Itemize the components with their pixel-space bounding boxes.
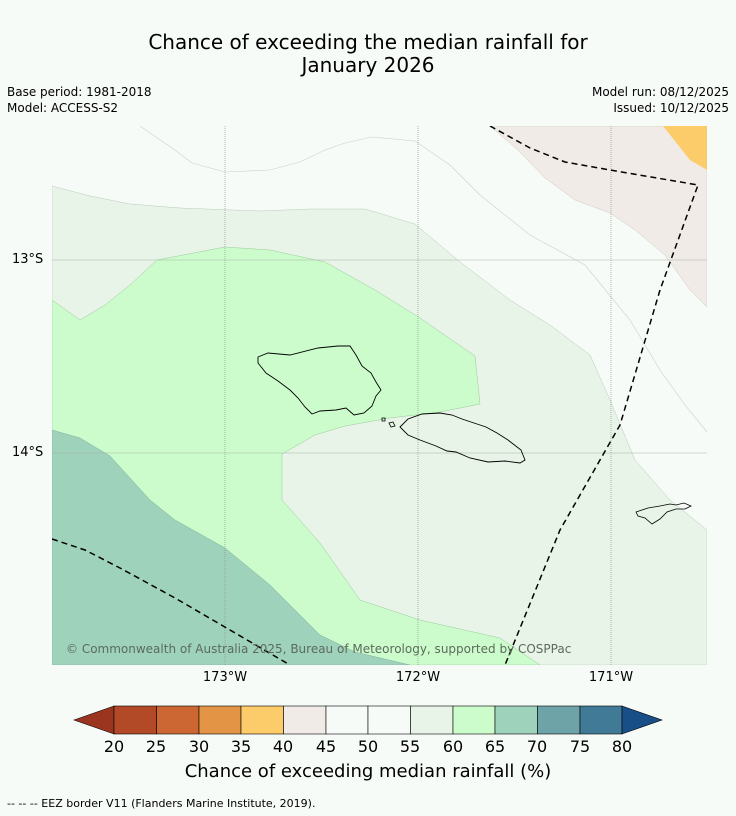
swatch-70-75	[537, 705, 581, 735]
copyright-note: © Commonwealth of Australia 2025, Bureau…	[66, 642, 571, 656]
colorbar-tick: 65	[484, 737, 506, 756]
swatch-55-60	[410, 705, 454, 735]
colorbar-tick: 40	[272, 737, 294, 756]
colorbar-tick: 70	[526, 737, 548, 756]
colorbar-tick: 80	[611, 737, 633, 756]
colorbar-tick: 25	[145, 737, 167, 756]
lat-label-13s: 13°S	[12, 252, 44, 267]
model-name: Model: ACCESS-S2	[7, 101, 119, 115]
eez-borders	[52, 126, 700, 665]
model-run: Model run: 08/12/2025	[591, 85, 729, 99]
zone-35-40	[663, 126, 707, 170]
island-upolu	[399, 412, 526, 464]
island-apolima	[381, 417, 386, 422]
colorbar-under-arrow	[73, 705, 115, 735]
colorbar-tick: 60	[442, 737, 464, 756]
contour-line	[139, 126, 707, 433]
lon-label-171w: 171°W	[588, 670, 634, 685]
swatch-65-70	[494, 705, 538, 735]
base-period: Base period: 1981-2018	[7, 85, 152, 99]
colorbar-tick: 75	[569, 737, 591, 756]
colorbar-tick: 55	[399, 737, 421, 756]
swatch-75-80	[579, 705, 623, 735]
colorbar-tick: 45	[315, 737, 337, 756]
chart-title: Chance of exceeding the median rainfall …	[0, 31, 736, 77]
swatch-50-55	[367, 705, 411, 735]
meta-left: Base period: 1981-2018 Model: ACCESS-S2	[7, 84, 152, 116]
colorbar-tick: 30	[188, 737, 210, 756]
swatch-45-50	[325, 705, 369, 735]
island-tutuila	[635, 502, 692, 525]
colorbar	[73, 705, 663, 735]
eez-footnote: -- -- -- EEZ border V11 (Flanders Marine…	[7, 797, 316, 810]
meta-right: Model run: 08/12/2025 Issued: 10/12/2025	[592, 84, 729, 116]
swatch-40-45	[283, 705, 327, 735]
swatch-20-25	[113, 705, 157, 735]
title-line-2: January 2026	[301, 53, 435, 77]
swatch-30-35	[198, 705, 242, 735]
swatch-60-65	[452, 705, 496, 735]
island-manono	[388, 421, 396, 428]
lon-label-172w: 172°W	[395, 670, 441, 685]
title-line-1: Chance of exceeding the median rainfall …	[148, 30, 588, 54]
colorbar-tick: 20	[103, 737, 125, 756]
colorbar-label: Chance of exceeding median rainfall (%)	[184, 761, 552, 782]
zone-65-70	[52, 429, 411, 665]
colorbar-tick: 50	[357, 737, 379, 756]
swatch-25-30	[156, 705, 200, 735]
lat-label-14s: 14°S	[12, 445, 44, 460]
island-savaii	[257, 345, 382, 416]
colorbar-over-arrow	[621, 705, 663, 735]
zone-40-45	[489, 126, 707, 308]
colorbar-tick: 35	[230, 737, 252, 756]
swatch-35-40	[240, 705, 284, 735]
lon-label-173w: 173°W	[202, 670, 248, 685]
issued-date: Issued: 10/12/2025	[613, 101, 729, 115]
